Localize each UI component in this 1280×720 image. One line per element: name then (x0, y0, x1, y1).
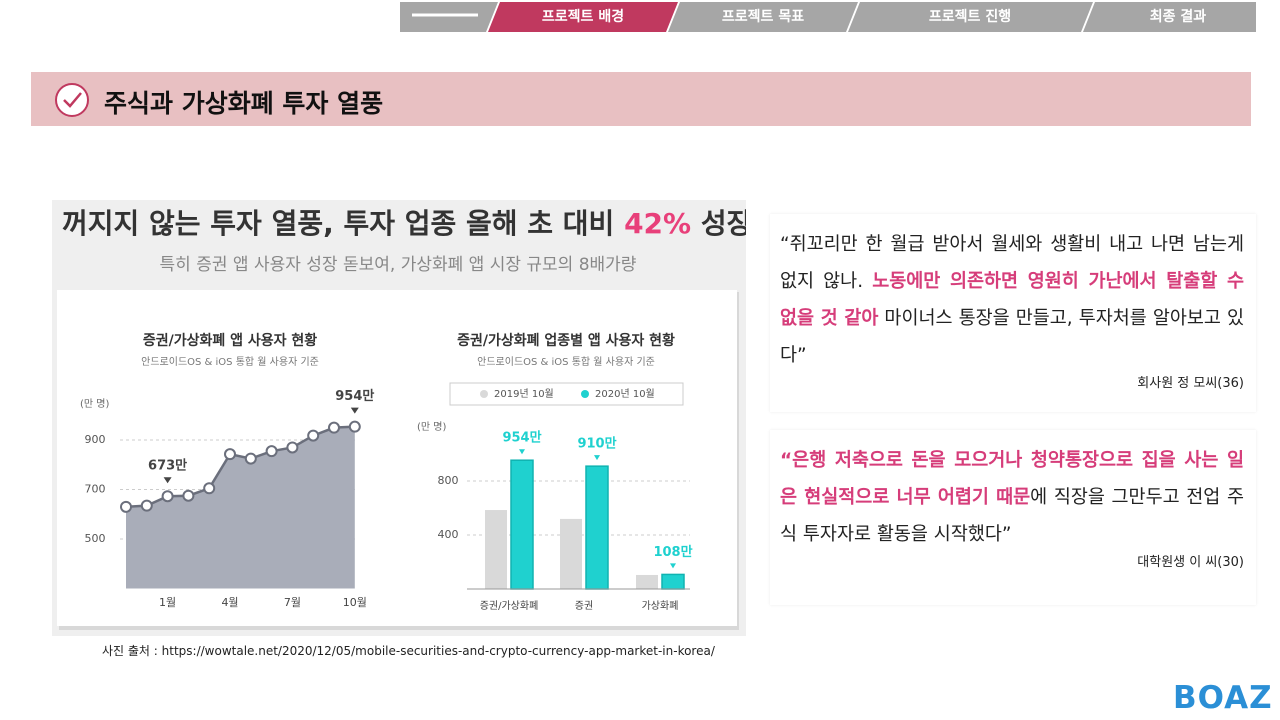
y-axis-label: (만 명) (417, 421, 446, 433)
point (265, 445, 278, 458)
subheadline: 특히 증권 앱 사용자 성장 돋보여, 가상화폐 앱 시장 규모의 8배가량 (160, 255, 637, 275)
section-title: 주식과 가상화폐 투자 열풍 (104, 89, 384, 118)
point (161, 490, 174, 503)
point (203, 482, 216, 495)
source: 사진 출처 : https://wowtale.net/2020/12/05/m… (102, 644, 715, 658)
headline: 꺼지지 않는 투자 열풍, 투자 업종 올해 초 대비 42% 성장 (62, 207, 746, 240)
label-pointer (350, 407, 359, 414)
area (126, 426, 355, 589)
quote-text: “쥐꼬리만 한 월급 받아서 월세와 생활비 내고 나면 남는게 없지 않나. … (780, 226, 1244, 374)
nav-label: 프로젝트 목표 (722, 8, 804, 25)
bar (636, 574, 658, 589)
legend-swatch (480, 390, 488, 398)
nav-label: 프로젝트 배경 (542, 8, 624, 25)
chart-subtitle: 안드로이드OS & iOS 통합 월 사용자 기준 (477, 356, 655, 368)
nav-tab[interactable] (1083, 2, 1256, 32)
infographic: 꺼지지 않는 투자 열풍, 투자 업종 올해 초 대비 42% 성장 특히 증권… (52, 200, 746, 636)
headline-part: 꺼지지 않는 투자 열풍, 투자 업종 올해 초 대비 (62, 207, 624, 240)
quote-part: 에 직장을 그만두고 전업 주식 투자자로 활동을 시작했다” (780, 487, 1244, 545)
nav-segment (400, 2, 498, 32)
x-tick-label: 1월 (159, 596, 176, 609)
chart-subtitle: 안드로이드OS & iOS 통합 월 사용자 기준 (141, 356, 319, 368)
label-pointer (670, 563, 676, 569)
legend-label: 2020년 10월 (595, 388, 655, 400)
point (224, 448, 236, 461)
quote-box: “은행 저축으로 돈을 모으거나 청약통장으로 집을 사는 일은 현실적으로 너… (770, 430, 1256, 605)
bar (585, 465, 609, 590)
bar (485, 510, 507, 589)
nav-label: 프로젝트 진행 (929, 8, 1011, 25)
quote-attribution: 대학원생 이 씨(30) (1137, 555, 1244, 570)
label-pointer (594, 455, 600, 461)
value-label: 673만 (148, 458, 187, 474)
x-tick-label: 증권 (575, 600, 593, 612)
point (328, 421, 340, 434)
bar (661, 573, 685, 590)
point (286, 441, 299, 454)
chart-title: 증권/가상화폐 업종별 앱 사용자 현황 (457, 332, 675, 349)
y-tick-label: 400 (438, 528, 459, 541)
quote-highlight: 노동에만 의존하면 영원히 가난에서 탈출할 수 없을 것 같아 (780, 271, 1244, 329)
quote-part: “ (780, 450, 793, 471)
quote-text: “은행 저축으로 돈을 모으거나 청약통장으로 집을 사는 일은 현실적으로 너… (780, 442, 1244, 553)
quote-attribution: 회사원 정 모씨(36) (1137, 376, 1244, 391)
headline-part: 성장 (691, 207, 746, 240)
nav-tab[interactable] (848, 2, 1093, 32)
point (348, 420, 361, 433)
y-tick-label: 800 (438, 474, 459, 487)
quote-highlight: 은행 저축으로 돈을 모으거나 청약통장으로 집을 사는 일은 현실적으로 너무… (780, 450, 1244, 508)
y-tick-label: 900 (85, 433, 106, 446)
section-bar (31, 72, 1251, 126)
legend-box (449, 382, 684, 406)
x-tick-label: 10월 (343, 596, 367, 609)
logo: BOAZ (1173, 680, 1273, 716)
headline-highlight: 42% (624, 207, 691, 240)
point (140, 499, 153, 512)
value-label: 910만 (577, 436, 616, 452)
legend-label: 2019년 10월 (494, 388, 554, 400)
legend-swatch (581, 390, 589, 398)
nav-bar: 프로젝트 배경 프로젝트 목표 프로젝트 진행 최종 결과 (400, 2, 1256, 32)
quote-part: 마이너스 통장을 만들고, 투자처를 알아보고 있다” (780, 308, 1245, 366)
point (182, 489, 195, 502)
x-tick-label: 4월 (221, 596, 238, 609)
label-pointer (519, 449, 525, 455)
x-tick-label: 7월 (284, 596, 301, 609)
value-label: 954만 (502, 430, 541, 446)
point (120, 500, 132, 513)
y-tick-label: 700 (85, 483, 106, 496)
value-label: 108만 (653, 544, 692, 560)
x-tick-label: 증권/가상화폐 (480, 600, 539, 612)
quote-box: “쥐꼬리만 한 월급 받아서 월세와 생활비 내고 나면 남는게 없지 않나. … (770, 214, 1256, 412)
point (307, 429, 320, 442)
value-label: 954만 (335, 388, 374, 404)
chart-title: 증권/가상화폐 앱 사용자 현황 (143, 332, 317, 349)
quote-part: “쥐꼬리만 한 월급 받아서 월세와 생활비 내고 나면 남는게 없지 않나. (780, 234, 1244, 292)
y-tick-label: 500 (85, 532, 106, 545)
y-axis-label: (만 명) (80, 398, 109, 410)
bar (510, 459, 534, 590)
nav-tab-active[interactable] (488, 2, 678, 32)
label-pointer (163, 477, 172, 484)
bar (560, 518, 582, 589)
x-tick-label: 가상화폐 (642, 600, 679, 612)
point (244, 452, 257, 465)
nav-label: 최종 결과 (1150, 8, 1207, 25)
nav-tab[interactable] (668, 2, 858, 32)
check-icon (55, 83, 89, 117)
